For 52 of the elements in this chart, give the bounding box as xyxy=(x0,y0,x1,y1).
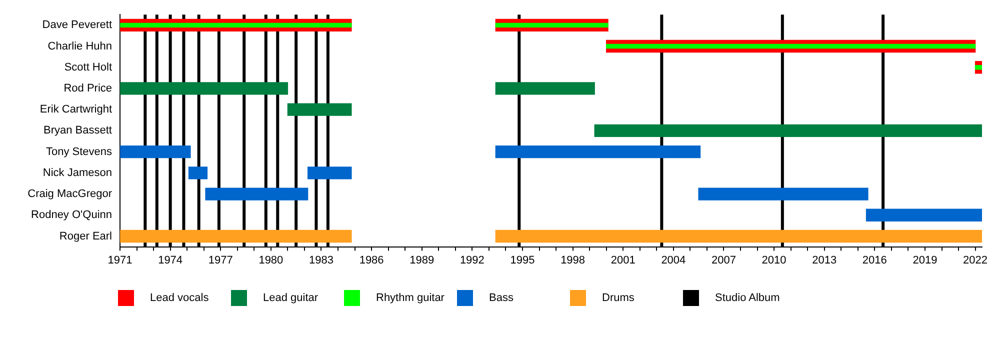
bar xyxy=(866,208,982,222)
x-tick-label: 2016 xyxy=(862,254,887,266)
x-tick-label: 2019 xyxy=(912,254,938,266)
bar xyxy=(120,145,191,158)
x-tick-label: 1971 xyxy=(108,254,132,266)
legend-label: Drums xyxy=(602,292,634,304)
bar xyxy=(120,22,352,28)
y-tick-label: Roger Earl xyxy=(59,230,112,242)
bar xyxy=(287,103,352,116)
y-tick-label: Craig MacGregor xyxy=(28,188,112,200)
bar xyxy=(120,82,288,95)
bar xyxy=(698,188,868,200)
y-tick-label: Erik Cartwright xyxy=(40,104,112,116)
legend-label: Bass xyxy=(489,292,514,304)
y-tick-label: Bryan Bassett xyxy=(44,124,112,137)
bar xyxy=(205,188,308,200)
x-tick-label: 1980 xyxy=(258,254,284,266)
y-tick-label: Charlie Huhn xyxy=(48,40,112,52)
x-tick-label: 2013 xyxy=(812,254,837,266)
bar xyxy=(308,166,352,180)
x-tick-label: 2010 xyxy=(762,254,786,266)
legend-label: Rhythm guitar xyxy=(376,292,444,304)
x-tick-label: 1986 xyxy=(359,254,384,266)
x-tick-label: 2004 xyxy=(661,254,686,266)
x-tick-label: 1995 xyxy=(510,254,535,266)
legend-label: Studio Album xyxy=(715,292,780,304)
y-tick-label: Rodney O'Quinn xyxy=(31,209,112,222)
y-tick-label: Nick Jameson xyxy=(42,166,112,179)
y-tick-label: Tony Stevens xyxy=(46,146,112,158)
x-tick-label: 1998 xyxy=(560,254,586,266)
bar xyxy=(594,124,982,138)
bar xyxy=(974,65,982,70)
x-tick-label: 1983 xyxy=(309,254,334,266)
legend-label: Lead guitar xyxy=(263,292,318,304)
legend-label: Lead vocals xyxy=(150,292,209,304)
x-tick-label: 1974 xyxy=(158,254,183,266)
bar xyxy=(495,230,982,243)
x-tick-label: 1992 xyxy=(460,254,484,266)
x-tick-label: 2007 xyxy=(711,254,736,266)
bar xyxy=(495,145,701,158)
y-tick-label: Dave Peverett xyxy=(42,19,112,32)
x-tick-label: 1977 xyxy=(208,254,233,266)
y-tick-label: Scott Holt xyxy=(64,61,112,74)
x-tick-label: 1989 xyxy=(410,254,434,266)
bar xyxy=(606,44,976,49)
x-tick-label: 2022 xyxy=(963,254,988,266)
x-tick-label: 2001 xyxy=(610,254,636,266)
bar xyxy=(188,166,208,180)
y-tick-label: Rod Price xyxy=(64,82,112,95)
bar xyxy=(495,82,595,95)
bar xyxy=(120,230,352,243)
bar xyxy=(495,22,608,28)
